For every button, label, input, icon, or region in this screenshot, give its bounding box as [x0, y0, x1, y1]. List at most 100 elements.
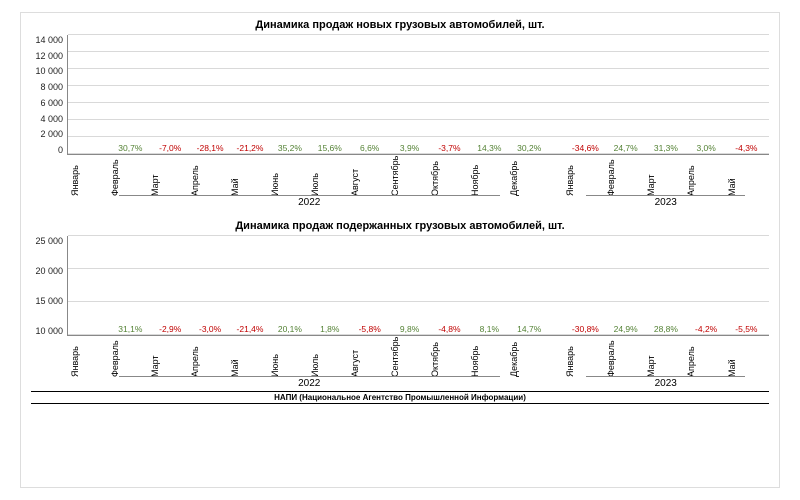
- bar-pct-label: -3,0%: [199, 324, 221, 334]
- x-tick-label: Июнь: [271, 155, 308, 197]
- x-tick-label: Май: [231, 336, 268, 378]
- x-tick-label: Апрель: [191, 155, 228, 197]
- x-tick-label: Август: [351, 336, 388, 378]
- x-tick-label: Февраль: [607, 155, 644, 197]
- chart1-bars: 30,7% -7,0% -28,1% -21,2% 35,2% 15,6% 6,6% 3,9%…: [68, 35, 769, 154]
- x-group: ЯнварьФевральМартАпрельМай: [566, 155, 765, 197]
- x-tick-label: Декабрь: [510, 155, 547, 197]
- x-tick-label: Май: [231, 155, 268, 197]
- y-tick-label: 10 000: [35, 66, 63, 76]
- chart2-plot: 31,1% -2,9% -3,0% -21,4% 20,1% 1,8% -5,8% 9,8% -…: [67, 236, 769, 336]
- bar-pct-label: -4,3%: [735, 143, 757, 153]
- chart2-x-labels: ЯнварьФевральМартАпрельМайИюньИюльАвгуст…: [67, 336, 769, 378]
- x-tick-label: Ноябрь: [471, 336, 508, 378]
- bar-pct-label: 3,9%: [400, 143, 419, 153]
- bar-pct-label: -3,7%: [438, 143, 460, 153]
- y-tick-label: 4 000: [40, 114, 63, 124]
- bar-pct-label: 9,8%: [400, 324, 419, 334]
- x-tick-label: Январь: [566, 336, 603, 378]
- chart1-title: Динамика продаж новых грузовых автомобил…: [31, 19, 769, 31]
- bar-pct-label: 31,3%: [654, 143, 678, 153]
- bar-pct-label: 24,9%: [614, 324, 638, 334]
- x-tick-label: Июнь: [271, 336, 308, 378]
- x-tick-label: Сентябрь: [391, 336, 428, 378]
- chart2-area: 10 000 15 000 20 000 25 000 31,1% -2,9% -3,0%…: [31, 236, 769, 336]
- year-label: 2023: [566, 378, 765, 389]
- new-trucks-chart: Динамика продаж новых грузовых автомобил…: [31, 19, 769, 208]
- chart1-y-axis: 0 2 000 4 000 6 000 8 000 10 000 12 000 14 000: [31, 35, 67, 155]
- bar-pct-label: -7,0%: [159, 143, 181, 153]
- year-label: 2022: [71, 197, 547, 208]
- x-tick-label: Февраль: [111, 336, 148, 378]
- x-tick-label: Август: [351, 155, 388, 197]
- charts-container: Динамика продаж новых грузовых автомобил…: [20, 12, 780, 488]
- bar-pct-label: 14,7%: [517, 324, 541, 334]
- x-tick-label: Октябрь: [431, 336, 468, 378]
- y-tick-label: 8 000: [40, 82, 63, 92]
- year-label: 2022: [71, 378, 547, 389]
- x-group: ЯнварьФевральМартАпрельМай: [566, 336, 765, 378]
- x-tick-label: Январь: [71, 336, 108, 378]
- year-label: 2023: [566, 197, 765, 208]
- bar-pct-label: -21,4%: [237, 324, 264, 334]
- y-tick-label: 10 000: [35, 326, 63, 336]
- chart2-y-axis: 10 000 15 000 20 000 25 000: [31, 236, 67, 336]
- x-tick-label: Февраль: [607, 336, 644, 378]
- bar-pct-label: -5,5%: [735, 324, 757, 334]
- bar-pct-label: 30,2%: [517, 143, 541, 153]
- x-tick-label: Апрель: [687, 336, 724, 378]
- chart1-year-row: 2022 2023: [67, 197, 769, 208]
- bar-pct-label: -28,1%: [197, 143, 224, 153]
- bar-pct-label: 35,2%: [278, 143, 302, 153]
- x-tick-label: Март: [647, 155, 684, 197]
- bar-pct-label: 8,1%: [480, 324, 499, 334]
- chart2-title: Динамика продаж подержанных грузовых авт…: [31, 220, 769, 232]
- x-group: ЯнварьФевральМартАпрельМайИюньИюльАвгуст…: [71, 336, 547, 378]
- bar-pct-label: 24,7%: [614, 143, 638, 153]
- chart1-plot: 30,7% -7,0% -28,1% -21,2% 35,2% 15,6% 6,6% 3,9%…: [67, 35, 769, 155]
- x-tick-label: Апрель: [687, 155, 724, 197]
- x-tick-label: Март: [151, 336, 188, 378]
- bar-pct-label: -30,8%: [572, 324, 599, 334]
- x-tick-label: Июль: [311, 336, 348, 378]
- bar-pct-label: 15,6%: [318, 143, 342, 153]
- x-group: ЯнварьФевральМартАпрельМайИюньИюльАвгуст…: [71, 155, 547, 197]
- bar-pct-label: 30,7%: [118, 143, 142, 153]
- x-tick-label: Март: [647, 336, 684, 378]
- x-tick-label: Октябрь: [431, 155, 468, 197]
- y-tick-label: 6 000: [40, 98, 63, 108]
- chart2-year-row: 2022 2023: [67, 378, 769, 389]
- x-tick-label: Сентябрь: [391, 155, 428, 197]
- y-tick-label: 15 000: [35, 296, 63, 306]
- bar-pct-label: -2,9%: [159, 324, 181, 334]
- chart1-x-labels: ЯнварьФевральМартАпрельМайИюньИюльАвгуст…: [67, 155, 769, 197]
- x-tick-label: Январь: [566, 155, 603, 197]
- bar-pct-label: 14,3%: [477, 143, 501, 153]
- y-tick-label: 12 000: [35, 51, 63, 61]
- y-tick-label: 2 000: [40, 129, 63, 139]
- x-tick-label: Июль: [311, 155, 348, 197]
- bar-pct-label: -5,8%: [359, 324, 381, 334]
- chart1-area: 02 0004 0006 0008 00010 00012 00014 000 …: [31, 35, 769, 155]
- bar-pct-label: -4,2%: [695, 324, 717, 334]
- footer-attribution: НАПИ (Национальное Агентство Промышленно…: [31, 391, 769, 404]
- x-tick-label: Апрель: [191, 336, 228, 378]
- bar-pct-label: -4,8%: [438, 324, 460, 334]
- y-tick-label: 25 000: [35, 236, 63, 246]
- x-tick-label: Январь: [71, 155, 108, 197]
- bar-pct-label: -34,6%: [572, 143, 599, 153]
- x-tick-label: Февраль: [111, 155, 148, 197]
- bar-pct-label: 6,6%: [360, 143, 379, 153]
- bar-pct-label: 20,1%: [278, 324, 302, 334]
- y-tick-label: 0: [58, 145, 63, 155]
- bar-pct-label: 28,8%: [654, 324, 678, 334]
- bar-pct-label: 31,1%: [118, 324, 142, 334]
- x-tick-label: Март: [151, 155, 188, 197]
- bar-pct-label: 1,8%: [320, 324, 339, 334]
- x-tick-label: Декабрь: [510, 336, 547, 378]
- x-tick-label: Ноябрь: [471, 155, 508, 197]
- y-tick-label: 14 000: [35, 35, 63, 45]
- y-tick-label: 20 000: [35, 266, 63, 276]
- bar-pct-label: -21,2%: [237, 143, 264, 153]
- x-tick-label: Май: [728, 336, 765, 378]
